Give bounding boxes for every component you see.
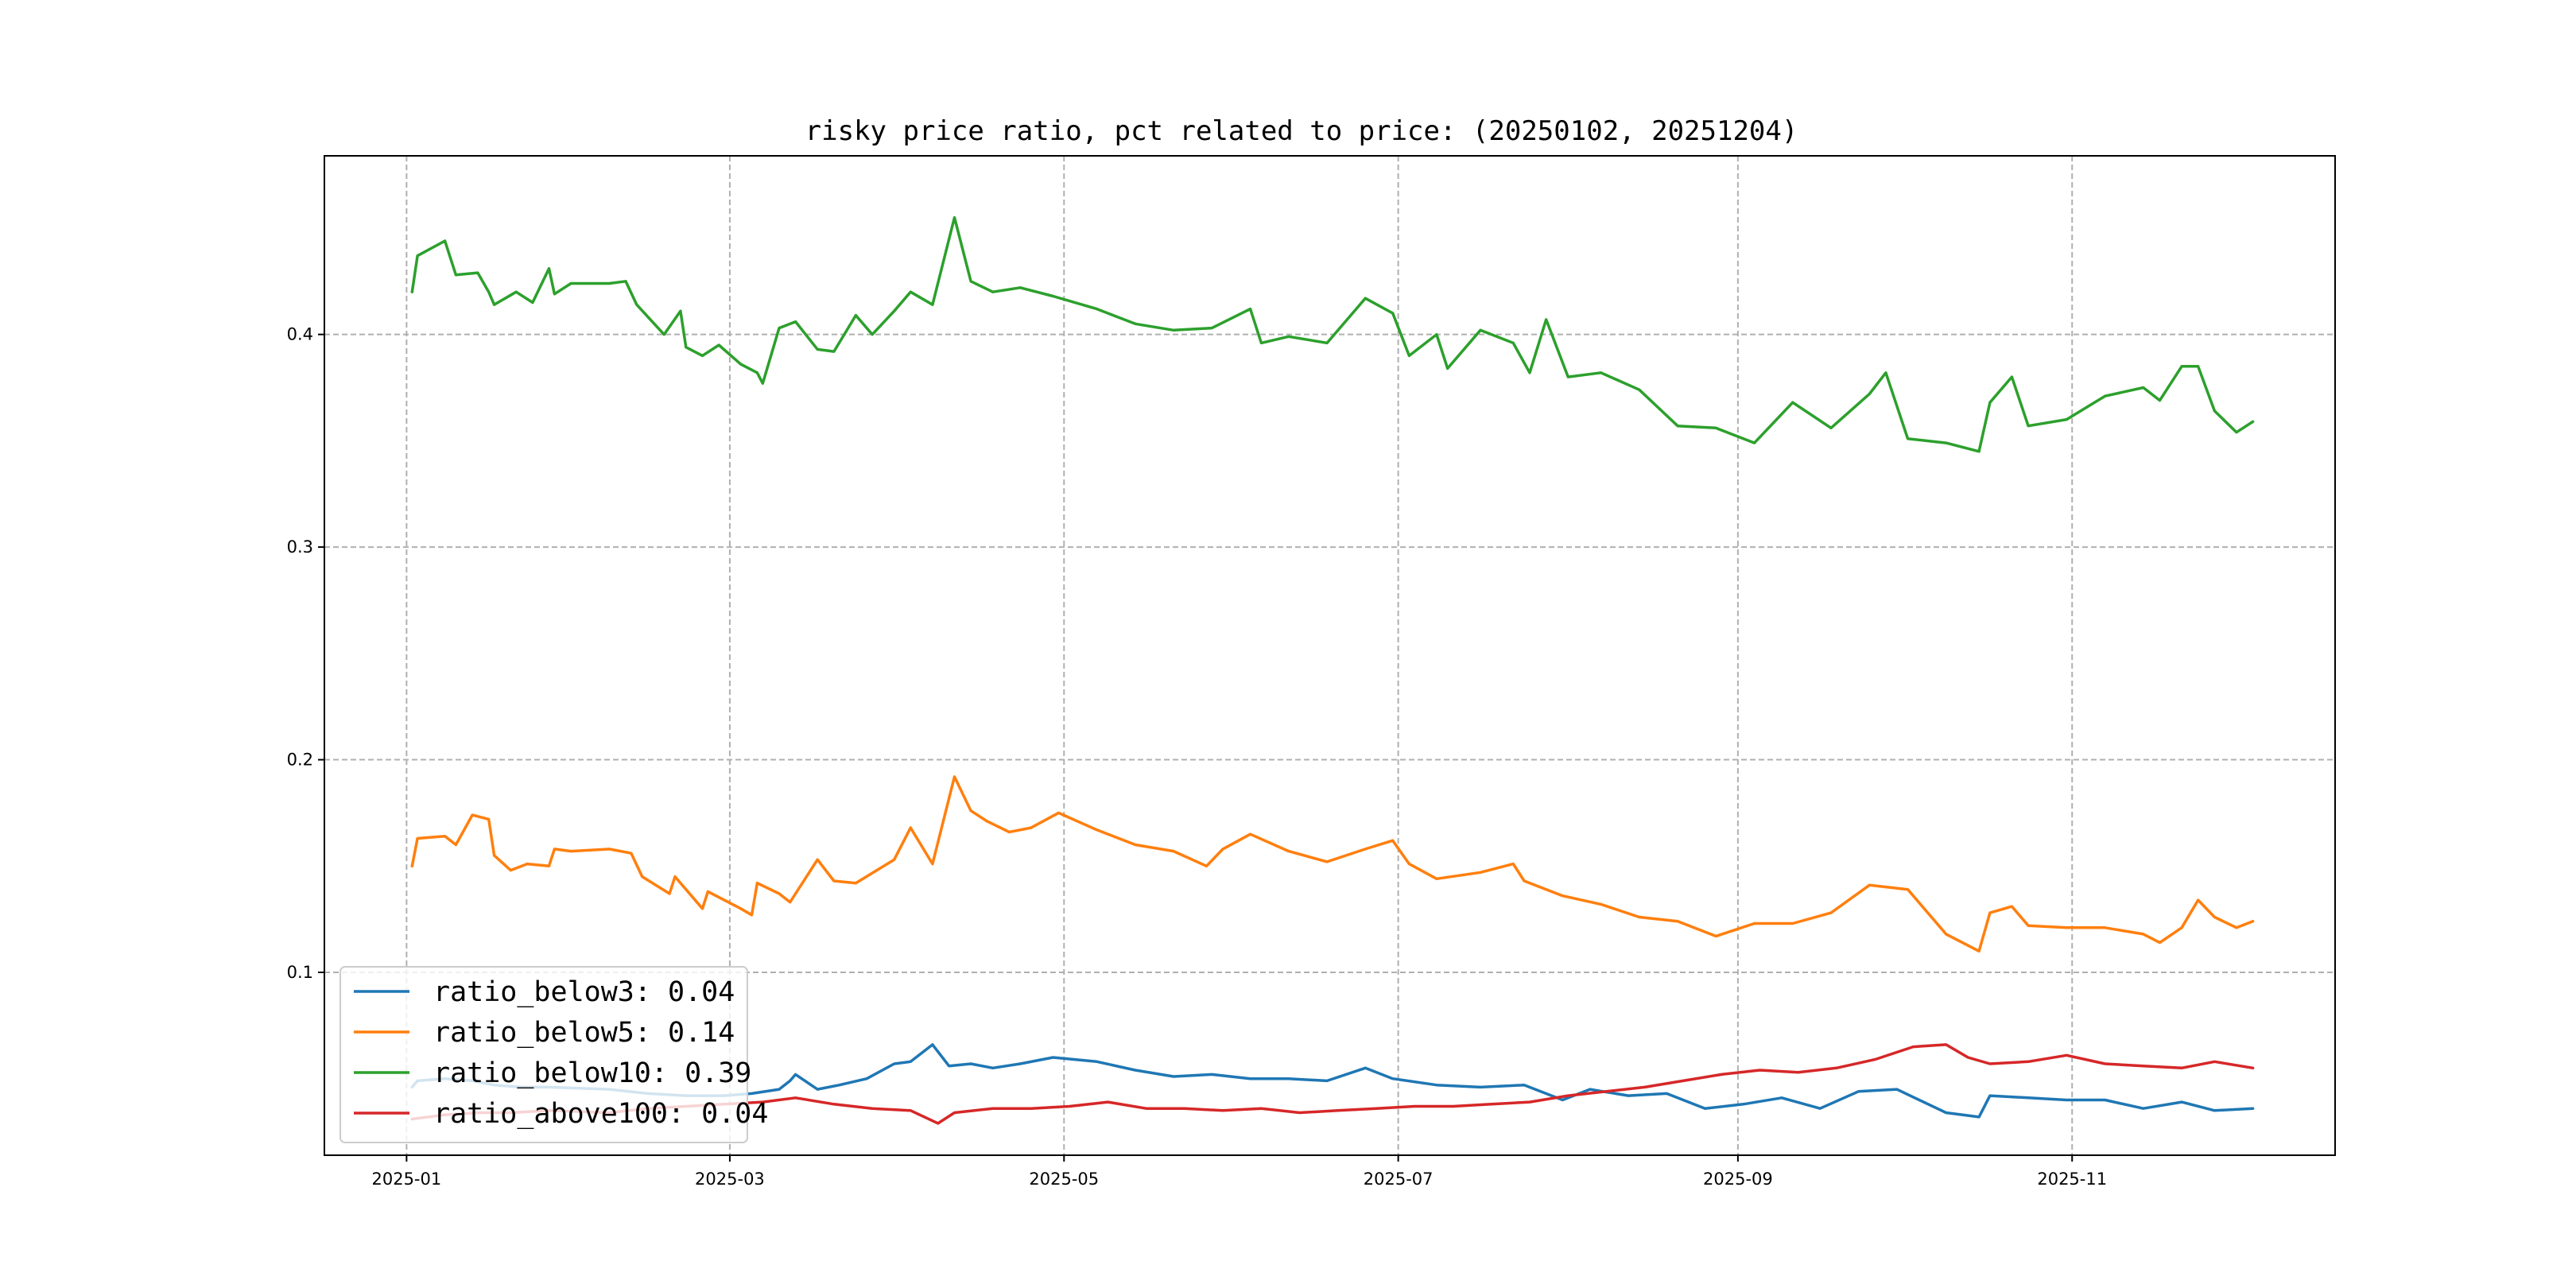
y-tick-label: 0.3 xyxy=(287,537,313,557)
y-tick-label: 0.2 xyxy=(287,751,313,770)
x-tick-label: 2025-09 xyxy=(1703,1170,1773,1189)
y-tick-label: 0.4 xyxy=(287,325,313,344)
legend: ratio_below3: 0.04 ratio_below5: 0.14 rati… xyxy=(339,966,768,1143)
x-tick-label: 2025-07 xyxy=(1364,1170,1433,1189)
legend-label: ratio_below3: 0.04 xyxy=(433,976,735,1008)
x-tick-label: 2025-01 xyxy=(371,1170,441,1189)
legend-box xyxy=(339,966,748,1143)
y-axis-ticks: 0.1 0.2 0.3 0.4 xyxy=(287,325,324,982)
plot-frame xyxy=(324,155,2336,1156)
chart-title: risky price ratio, pct related to price:… xyxy=(805,115,1798,147)
legend-label: ratio_below5: 0.14 xyxy=(433,1017,735,1049)
x-tick-label: 2025-03 xyxy=(695,1170,765,1189)
legend-label: ratio_above100: 0.04 xyxy=(433,1098,768,1130)
x-axis-ticks: 2025-01 2025-03 2025-05 2025-07 2025-09 2025-… xyxy=(371,1155,2107,1189)
y-tick-label: 0.1 xyxy=(287,963,313,982)
legend-label: ratio_below10: 0.39 xyxy=(433,1057,751,1089)
x-tick-label: 2025-11 xyxy=(2037,1170,2107,1189)
series-line-ratio-below10 xyxy=(410,215,2255,453)
legend-entries: ratio_below3: 0.04 ratio_below5: 0.14 rati… xyxy=(354,976,768,1130)
x-tick-label: 2025-05 xyxy=(1029,1170,1099,1189)
series-line-ratio-below5 xyxy=(410,775,2255,953)
